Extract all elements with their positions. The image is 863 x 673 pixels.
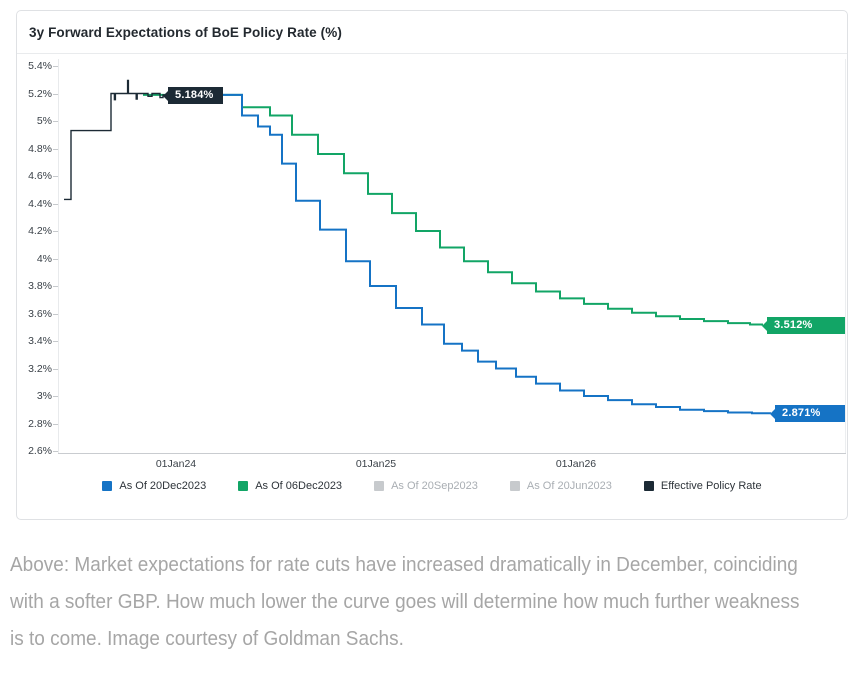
legend-swatch-icon (238, 481, 249, 491)
y-tick-label: 2.8% (28, 417, 52, 430)
y-tick-mark (53, 286, 58, 287)
y-tick-mark (53, 176, 58, 177)
legend-item-as-of-20dec2023[interactable]: As Of 20Dec2023 (102, 480, 206, 492)
value-label-pointer-icon (770, 408, 775, 419)
value-label-as-of-20dec2023: 2.871% (770, 405, 845, 423)
value-label-effective-policy-rate: 5.184% (163, 87, 223, 105)
y-tick-mark (53, 313, 58, 315)
y-tick-label: 4.8% (28, 142, 52, 155)
chart-title: 3y Forward Expectations of BoE Policy Ra… (29, 25, 342, 40)
y-tick-mark (53, 341, 58, 342)
legend-swatch-icon (102, 481, 113, 491)
y-tick-mark (53, 203, 58, 205)
y-tick-mark (53, 231, 58, 232)
caption-line-2: with a softer GBP. How much lower the cu… (10, 591, 800, 613)
y-tick-label: 4% (36, 252, 52, 265)
y-tick-mark (53, 368, 58, 370)
y-tick-mark (53, 148, 58, 150)
x-tick-label-01jan26: 01Jan26 (555, 458, 597, 470)
legend-swatch-icon (374, 481, 385, 491)
caption: Above: Market expectations for rate cuts… (10, 547, 863, 658)
y-tick-label: 3.6% (28, 307, 52, 320)
legend: As Of 20Dec2023 As Of 06Dec2023 As Of 20Se… (17, 480, 847, 492)
value-label-as-of-06dec2023: 3.512% (762, 317, 845, 335)
y-tick-mark (53, 93, 58, 95)
y-tick-mark (53, 258, 58, 260)
legend-swatch-icon (509, 481, 520, 491)
y-tick-label: 2.6% (28, 445, 52, 457)
value-label-pointer-icon (163, 90, 168, 101)
value-label-pointer-icon (762, 320, 767, 331)
legend-label: As Of 20Jun2023 (526, 480, 612, 492)
y-tick-mark (53, 66, 58, 67)
y-tick-mark (53, 121, 58, 122)
chart-card: 3y Forward Expectations of BoE Policy Ra… (16, 10, 848, 520)
value-label-text: 3.512% (774, 319, 813, 332)
series-line-as-of-06dec2023 (143, 93, 763, 326)
x-tick-label-01jan25: 01Jan25 (355, 458, 397, 470)
y-tick-mark (53, 423, 58, 425)
y-tick-label: 3.2% (28, 362, 52, 375)
value-labels: 3.512% 2.871% 5.184% (17, 11, 847, 519)
y-tick-label: 4.4% (28, 197, 52, 210)
y-tick-label: 3.8% (28, 280, 52, 292)
legend-label: As Of 20Sep2023 (391, 480, 478, 492)
y-tick-label: 4.2% (28, 225, 52, 237)
legend-label: As Of 20Dec2023 (119, 480, 207, 492)
series-line-effective-policy-rate (64, 79, 175, 201)
chart-header: 3y Forward Expectations of BoE Policy Ra… (17, 11, 847, 54)
y-tick-label: 4.6% (28, 170, 52, 182)
series-line-as-of-20dec2023 (170, 93, 771, 415)
x-tick-label-01jan24: 01Jan24 (155, 458, 197, 470)
y-tick-label: 3% (36, 390, 52, 402)
caption-line-1: Above: Market expectations for rate cuts… (10, 554, 798, 576)
y-tick-label: 3.4% (28, 335, 52, 347)
caption-line-3: is to come. Image courtesy of Goldman Sa… (10, 628, 404, 650)
y-tick-label: 5.2% (28, 87, 52, 100)
legend-item-as-of-20jun2023[interactable]: As Of 20Jun2023 (509, 480, 612, 492)
legend-swatch-icon (643, 481, 654, 491)
legend-item-effective-policy-rate[interactable]: Effective Policy Rate (643, 480, 762, 492)
value-label-text: 2.871% (782, 407, 821, 420)
value-label-text: 5.184% (175, 89, 214, 102)
y-tick-label: 5% (36, 115, 52, 127)
y-tick-mark (53, 396, 58, 397)
legend-label: Effective Policy Rate (660, 480, 762, 492)
y-tick-label: 5.4% (28, 60, 52, 72)
y-tick-mark (53, 451, 58, 452)
plot-lines (58, 59, 846, 454)
legend-item-as-of-20sep2023[interactable]: As Of 20Sep2023 (374, 480, 478, 492)
legend-item-as-of-06dec2023[interactable]: As Of 06Dec2023 (238, 480, 342, 492)
legend-label: As Of 06Dec2023 (255, 480, 343, 492)
